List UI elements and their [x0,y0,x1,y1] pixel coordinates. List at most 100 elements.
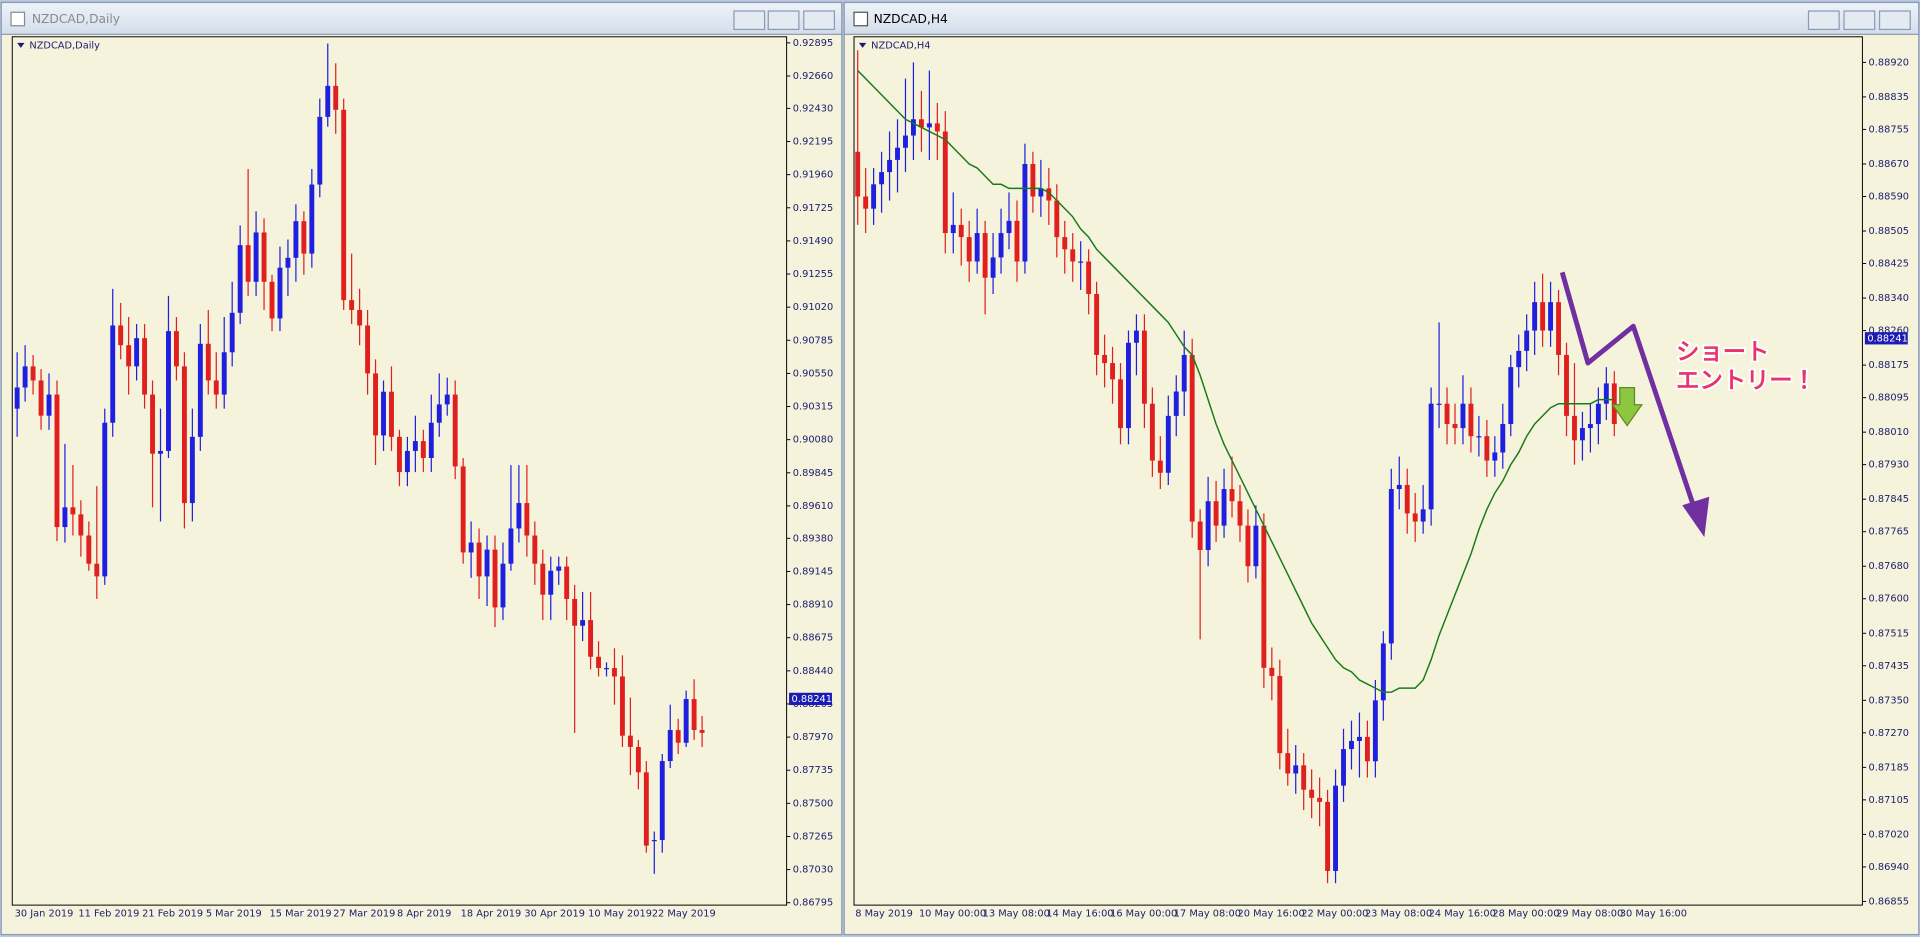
candle-body [1245,525,1251,567]
x-tick-label: 5 Mar 2019 [206,909,262,920]
close-button[interactable] [803,10,836,31]
candle-body [1500,424,1506,453]
candle-body [934,123,940,132]
candle-body [1197,521,1203,550]
candle-body [341,109,347,301]
candle-body [1388,489,1394,644]
y-tick-label: 0.89145 [793,566,833,577]
candle-body [181,366,187,504]
candle-body [871,184,877,209]
candle-body [134,338,140,367]
y-tick-label: 0.87030 [793,865,833,876]
candle-body [1460,403,1466,429]
candle-body [166,331,171,451]
candle-body [548,570,554,595]
candle-body [1611,383,1617,425]
y-tick-label: 0.87270 [1869,728,1909,739]
y-tick-label: 0.87500 [793,798,833,809]
x-tick-label: 13 May 08:00 [983,909,1050,920]
candle-body [659,761,665,840]
restore-button[interactable] [1843,10,1876,31]
candle-body [1508,367,1514,425]
candle-body [1595,403,1601,425]
candle-body [1420,509,1426,522]
candle-body [213,380,219,395]
candle-body [189,436,195,504]
candle-body [612,668,617,677]
candle-body [540,563,546,595]
candle-body [484,549,490,577]
y-tick-label: 0.92895 [793,38,833,49]
candle-body [70,507,76,515]
candle-body [516,503,522,529]
candle-body [619,676,625,736]
y-tick-label: 0.88440 [793,666,833,677]
candle-body [1038,188,1044,197]
candle-body [926,123,932,128]
restore-button[interactable] [767,10,800,31]
candle-body [1356,736,1362,741]
y-tick-label: 0.87185 [1869,762,1909,773]
candle-body [62,507,68,528]
x-tick-label: 30 Jan 2019 [15,909,74,920]
candle-body [1468,403,1474,437]
candle-body [667,730,673,762]
candle-body [1476,436,1482,438]
candle-body [1149,403,1155,461]
y-tick-label: 0.87970 [793,732,833,743]
candle-body [197,343,203,437]
candle-body [142,338,148,395]
candle-body [38,380,44,416]
x-tick-label: 24 May 16:00 [1429,909,1496,920]
y-tick-label: 0.88010 [1869,427,1909,438]
menu-triangle [17,42,25,48]
candle-body [1086,261,1092,294]
window [0,1,843,936]
chart-title: NZDCAD,Daily [29,40,100,51]
candle-body [532,535,538,564]
candle-body [958,224,964,238]
candle-body [1548,302,1554,331]
candle-body [1253,525,1259,567]
y-tick-label: 0.88670 [1869,159,1909,170]
close-button[interactable] [1878,10,1911,31]
y-tick-label: 0.88260 [1869,326,1909,337]
candle-body [46,394,52,416]
candle-body [1516,350,1522,368]
arrow-head [1682,496,1710,538]
minimize-button[interactable] [1807,10,1840,31]
candle-body [1349,740,1354,750]
x-tick-label: 17 May 08:00 [1174,909,1241,920]
y-tick-label: 0.88425 [1869,259,1909,270]
candle-body [1165,415,1171,473]
candle-body [54,394,60,528]
candle-body [942,131,948,234]
candle-body [556,566,562,571]
candle-body [918,119,924,128]
candle-body [1484,436,1490,461]
x-tick-label: 8 May 2019 [855,909,913,920]
candle-body [94,563,100,577]
y-tick-label: 0.87020 [1869,829,1909,840]
y-tick-label: 0.90785 [793,335,833,346]
candle-body [1444,403,1450,425]
annotation: エントリー！ [1676,367,1816,394]
candle-body [910,119,916,136]
y-tick-label: 0.86940 [1869,862,1909,873]
minimize-button[interactable] [733,10,766,31]
candle-body [110,325,116,423]
y-tick-label: 0.91490 [793,236,833,247]
candle-body [245,245,251,282]
candle-body [643,772,649,846]
candle-body [357,309,363,326]
candle-body [150,394,155,454]
y-tick-label: 0.86795 [793,898,833,909]
y-tick-label: 0.90315 [793,402,833,413]
candle-body [277,267,283,319]
candle-body [1436,403,1442,405]
candle-body [1022,163,1028,262]
title-bar[interactable] [843,1,1920,35]
candle-body [596,656,601,669]
y-tick-label: 0.87265 [793,831,833,842]
title-bar[interactable] [0,1,843,35]
